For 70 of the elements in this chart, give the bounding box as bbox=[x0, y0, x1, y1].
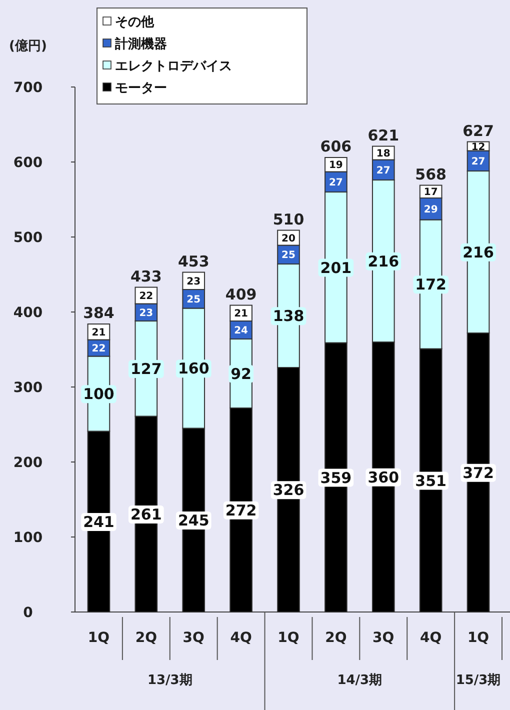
y-tick-label: 500 bbox=[13, 230, 43, 246]
legend-label: エレクトロデバイス bbox=[115, 59, 232, 74]
legend-label: 計測機器 bbox=[114, 36, 167, 52]
data-label: 22 bbox=[139, 291, 154, 302]
data-label: 21 bbox=[234, 308, 248, 320]
y-tick-label: 300 bbox=[13, 380, 43, 396]
x-tick-label: 4Q bbox=[230, 630, 252, 646]
data-label: 216 bbox=[368, 252, 400, 270]
data-label: 245 bbox=[178, 512, 210, 530]
data-label: 17 bbox=[424, 187, 438, 198]
data-label: 25 bbox=[282, 250, 296, 262]
total-label: 568 bbox=[415, 165, 446, 184]
data-label: 360 bbox=[368, 468, 400, 486]
data-label: 261 bbox=[130, 506, 162, 524]
data-label: 272 bbox=[225, 501, 257, 520]
data-label: 25 bbox=[186, 294, 201, 306]
total-label: 433 bbox=[130, 267, 162, 286]
x-tick-label: 4Q bbox=[420, 630, 442, 646]
total-label: 453 bbox=[178, 252, 210, 270]
data-label: 24 bbox=[234, 326, 248, 337]
data-label: 241 bbox=[83, 513, 114, 532]
total-label: 384 bbox=[83, 304, 114, 322]
total-label: 606 bbox=[320, 138, 352, 156]
data-label: 27 bbox=[471, 156, 486, 168]
text: 14/3期 bbox=[337, 673, 382, 688]
y-tick-label: 100 bbox=[13, 530, 43, 546]
data-label: 160 bbox=[178, 360, 210, 378]
data-label: 29 bbox=[424, 204, 438, 216]
y-tick-label: 700 bbox=[13, 80, 43, 96]
data-label: 172 bbox=[415, 276, 446, 294]
x-tick-label: 1Q bbox=[278, 630, 300, 646]
data-label: 201 bbox=[320, 258, 352, 277]
total-label: 510 bbox=[272, 210, 304, 228]
data-label: 19 bbox=[328, 160, 343, 172]
total-label: 621 bbox=[368, 126, 400, 144]
data-label: 21 bbox=[92, 327, 106, 338]
data-label: 100 bbox=[83, 385, 114, 404]
total-label: 409 bbox=[225, 285, 257, 304]
total-label: 627 bbox=[462, 122, 494, 140]
text: 13/3期 bbox=[147, 673, 192, 688]
x-tick-label: 1Q bbox=[88, 630, 110, 646]
x-tick-label: 3Q bbox=[372, 630, 394, 646]
y-axis-title: (億円) bbox=[9, 38, 47, 54]
data-label: 138 bbox=[272, 307, 304, 326]
data-label: 18 bbox=[376, 148, 390, 160]
y-tick-label: 600 bbox=[13, 155, 43, 171]
data-label: 27 bbox=[376, 165, 390, 176]
x-tick-label: 2Q bbox=[325, 630, 347, 646]
data-label: 22 bbox=[92, 344, 106, 355]
legend-label: モーター bbox=[115, 81, 167, 96]
y-tick-label: 200 bbox=[13, 455, 43, 471]
data-label: 359 bbox=[320, 468, 352, 487]
data-label: 216 bbox=[462, 243, 494, 262]
x-tick-label: 2Q bbox=[135, 630, 158, 646]
data-label: 372 bbox=[462, 464, 494, 482]
data-label: 127 bbox=[130, 360, 162, 378]
data-label: 12 bbox=[471, 142, 486, 153]
text: 15/3期 bbox=[456, 673, 501, 688]
data-label: 27 bbox=[328, 177, 343, 188]
data-label: 23 bbox=[186, 276, 201, 288]
x-tick-label: 3Q bbox=[182, 630, 205, 646]
data-label: 326 bbox=[272, 481, 304, 500]
y-tick-label: 400 bbox=[13, 305, 43, 321]
y-tick-label: 0 bbox=[23, 605, 34, 621]
legend-label: その他 bbox=[115, 15, 155, 30]
data-label: 351 bbox=[415, 472, 446, 490]
x-tick-label: 1Q bbox=[467, 630, 490, 646]
data-label: 92 bbox=[230, 364, 252, 383]
data-label: 20 bbox=[282, 233, 296, 244]
data-label: 23 bbox=[139, 308, 154, 319]
